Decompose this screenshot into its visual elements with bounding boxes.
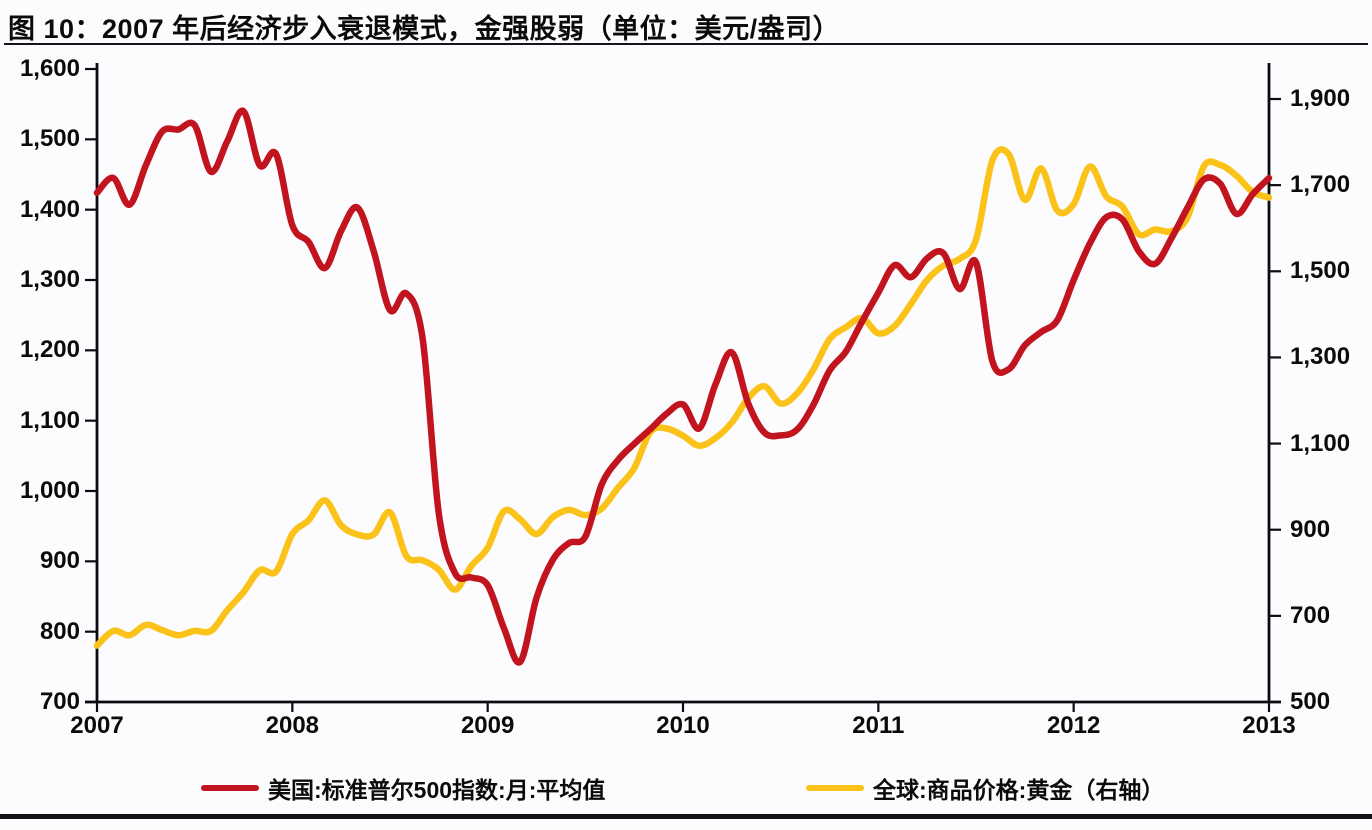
y-axis-left-tick-label: 1,200 [19,336,80,364]
y-axis-left-tick-label: 1,300 [19,266,80,293]
x-axis-tick-label: 2013 [1242,712,1296,739]
x-axis-tick-label: 2007 [70,712,124,739]
y-axis-left-tick-label: 1,100 [19,406,80,434]
y-axis-left-tick-label: 1,600 [19,55,80,82]
y-axis-right-tick-label: 1,300 [1290,343,1351,371]
y-axis-right-tick-label: 1,500 [1290,257,1351,285]
y-axis-right-tick-label: 1,700 [1290,171,1351,199]
y-axis-left-tick-label: 1,000 [19,477,80,504]
legend-item-sp500: 美国:标准普尔500指数:月:平均值 [201,772,605,804]
x-axis-tick-label: 2010 [656,712,710,739]
figure-title: 图 10：2007 年后经济步入衰退模式，金强股弱（单位：美元/盎司） [8,14,841,44]
x-axis-tick-label: 2009 [460,712,515,739]
y-axis-right-tick-label: 900 [1290,515,1331,543]
x-axis-tick-label: 2012 [1046,712,1101,739]
y-axis-right-tick-label: 1,900 [1290,85,1351,112]
figure-bottom-border [0,814,1372,819]
y-axis-right-tick-label: 1,100 [1290,429,1351,457]
red-line-swatch-icon [201,785,259,791]
gold-line-series [93,146,1273,649]
y-axis-left-tick-label: 1,500 [19,125,80,153]
y-axis-left-tick-label: 800 [39,617,80,645]
legend-label-sp500: 美国:标准普尔500指数:月:平均值 [268,777,606,803]
y-axis-right-tick-label: 500 [1290,688,1331,715]
legend-item-gold: 全球:商品价格:黄金（右轴） [806,772,1164,804]
gold-line-swatch-icon [806,785,864,791]
x-axis-tick-label: 2011 [852,712,905,739]
y-axis-left-tick-label: 1,400 [19,195,80,223]
y-axis-left-tick-label: 900 [39,547,80,575]
x-axis-tick-label: 2008 [265,712,320,739]
y-axis-right-tick-label: 700 [1290,601,1331,629]
sp500-line-series [93,107,1273,666]
legend-label-gold: 全球:商品价格:黄金（右轴） [873,777,1165,803]
title-underline [4,43,1368,45]
y-axis-left-tick-label: 700 [39,688,80,715]
